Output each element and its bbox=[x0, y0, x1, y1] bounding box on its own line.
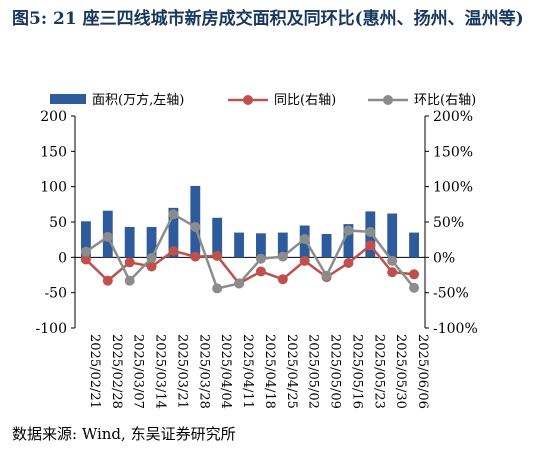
legend-mom-swatch-dot bbox=[383, 95, 393, 105]
yoy-point bbox=[365, 240, 376, 251]
mom-point bbox=[277, 251, 288, 262]
yoy-point bbox=[212, 250, 223, 261]
mom-point bbox=[102, 231, 113, 242]
bar-area bbox=[321, 234, 332, 258]
yoy-point bbox=[168, 245, 179, 256]
x-tick-label: 2025/03/21 bbox=[174, 334, 189, 409]
x-tick-label: 2025/04/11 bbox=[240, 334, 255, 409]
yoy-point bbox=[255, 266, 266, 277]
mom-point bbox=[190, 221, 201, 232]
x-tick-label: 2025/06/06 bbox=[415, 334, 430, 409]
x-tick-label: 2025/05/30 bbox=[393, 334, 408, 409]
source-note: 数据来源: Wind, 东吴证券研究所 bbox=[12, 425, 236, 443]
yoy-point bbox=[146, 261, 157, 272]
left-tick-label: -100 bbox=[36, 321, 67, 337]
yoy-point bbox=[277, 274, 288, 285]
yoy-line bbox=[85, 243, 415, 286]
x-tick-label: 2025/02/21 bbox=[87, 334, 102, 409]
yoy-point bbox=[387, 267, 398, 278]
bar-area bbox=[343, 224, 354, 258]
mom-point bbox=[168, 209, 179, 220]
left-tick-label: 150 bbox=[40, 144, 67, 160]
right-tick-label: -100% bbox=[433, 321, 478, 337]
bar-area bbox=[124, 226, 135, 258]
x-tick-label: 2025/05/23 bbox=[371, 334, 386, 409]
right-tick-label: 0% bbox=[433, 250, 455, 266]
x-tick-label: 2025/03/28 bbox=[196, 334, 211, 409]
left-tick-label: 0 bbox=[58, 250, 67, 266]
bar-area bbox=[190, 185, 201, 258]
yoy-point bbox=[124, 257, 135, 268]
bar-area bbox=[81, 221, 91, 258]
yoy-point bbox=[299, 255, 310, 266]
x-tick-label: 2025/03/14 bbox=[153, 334, 168, 409]
left-tick-label: -50 bbox=[44, 286, 67, 302]
figure-title: 图5: 21 座三四线城市新房成交面积及同环比(惠州、扬州、温州等) bbox=[12, 9, 524, 29]
right-tick-label: 150% bbox=[433, 144, 473, 160]
bar-area bbox=[387, 213, 398, 258]
mom-point bbox=[124, 275, 135, 286]
bar-area bbox=[234, 232, 244, 258]
mom-point bbox=[343, 225, 354, 236]
legend-yoy-swatch-dot bbox=[243, 95, 253, 105]
bar-area bbox=[409, 232, 419, 258]
right-tick-label: 100% bbox=[433, 180, 473, 196]
chart-container: -100 -50 0 50 100 150 200 -100% -50% 0% 50% 100% 150… bbox=[0, 86, 542, 416]
mom-point bbox=[321, 270, 332, 281]
x-tick-label: 2025/04/04 bbox=[218, 334, 233, 409]
legend-bar-label: 面积(万方,左轴) bbox=[92, 92, 184, 108]
x-tick-label: 2025/02/28 bbox=[109, 334, 124, 409]
mom-point bbox=[299, 233, 310, 244]
right-tick-label: 200% bbox=[433, 109, 473, 125]
legend-yoy-label: 同比(右轴) bbox=[274, 93, 336, 108]
x-tick-label: 2025/04/25 bbox=[284, 334, 299, 409]
x-tick-label: 2025/04/18 bbox=[262, 334, 277, 409]
bar-area bbox=[277, 232, 288, 258]
x-tick-label: 2025/05/02 bbox=[306, 334, 321, 409]
mom-point bbox=[146, 253, 157, 264]
yoy-point bbox=[80, 254, 91, 265]
x-tick-label: 2025/03/07 bbox=[131, 334, 146, 409]
x-tick-label: 2025/05/16 bbox=[349, 334, 364, 409]
yoy-point bbox=[343, 257, 354, 268]
left-tick-label: 200 bbox=[40, 109, 67, 125]
legend-mom-label: 环比(右轴) bbox=[414, 93, 476, 108]
bar-area bbox=[168, 207, 179, 258]
mom-point bbox=[387, 255, 398, 266]
mom-point bbox=[409, 282, 420, 293]
mom-point bbox=[234, 278, 245, 289]
mom-line bbox=[85, 212, 416, 290]
x-tick-label: 2025/05/09 bbox=[328, 334, 343, 409]
chart-svg: -100 -50 0 50 100 150 200 -100% -50% 0% 50% 100% 150… bbox=[36, 92, 478, 409]
yoy-point bbox=[190, 251, 201, 262]
right-tick-label: 50% bbox=[433, 215, 464, 231]
mom-point bbox=[255, 253, 266, 264]
mom-point bbox=[80, 246, 91, 257]
yoy-point bbox=[409, 269, 420, 280]
left-tick-label: 100 bbox=[40, 180, 67, 196]
yoy-point bbox=[102, 275, 113, 286]
right-tick-label: -50% bbox=[433, 286, 469, 302]
bar-area bbox=[146, 226, 157, 258]
left-tick-label: 50 bbox=[49, 215, 67, 231]
mom-point bbox=[212, 283, 223, 294]
bar-area bbox=[212, 217, 223, 258]
bar-area bbox=[256, 233, 266, 258]
mom-point bbox=[365, 226, 376, 237]
legend-bar-swatch bbox=[50, 94, 86, 104]
